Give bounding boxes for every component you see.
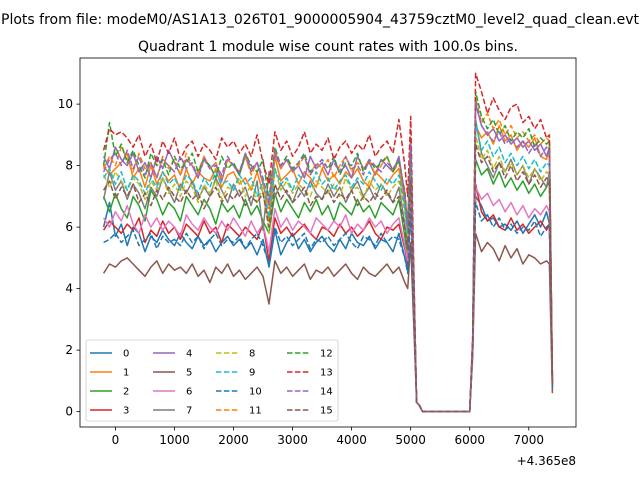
x-offset-label: +4.365e8: [517, 454, 576, 468]
y-tick-label: 8: [65, 159, 73, 173]
legend-label-2: 2: [123, 387, 129, 398]
legend-label-5: 5: [186, 368, 192, 379]
y-tick-label: 6: [65, 220, 73, 234]
legend-label-8: 8: [249, 349, 255, 360]
series-line-3: [102, 183, 554, 413]
legend-label-9: 9: [249, 368, 255, 379]
x-tick-label: 4000: [336, 433, 367, 447]
x-tick-label: 7000: [513, 433, 544, 447]
series-line-9: [102, 121, 554, 413]
figure-suptitle: Plots from file: modeM0/AS1A13_026T01_90…: [1, 12, 639, 28]
y-tick-label: 4: [65, 282, 73, 296]
x-tick-label: 5000: [395, 433, 426, 447]
y-tick-label: 2: [65, 343, 73, 357]
y-tick-label: 10: [58, 97, 73, 111]
legend-label-0: 0: [123, 349, 129, 360]
series-line-15: [102, 143, 554, 413]
series-line-13: [102, 72, 554, 413]
x-tick-label: 2000: [218, 433, 249, 447]
series-line-6: [102, 186, 554, 413]
legend-label-12: 12: [320, 349, 333, 360]
legend-label-4: 4: [186, 349, 192, 360]
chart-title: Quadrant 1 module wise count rates with …: [138, 39, 518, 55]
legend-label-10: 10: [249, 387, 262, 398]
legend-label-15: 15: [320, 406, 333, 417]
legend-label-3: 3: [123, 406, 129, 417]
series-line-14: [102, 100, 554, 413]
x-tick-label: 0: [112, 433, 120, 447]
plot-frame: [79, 57, 577, 428]
legend-label-11: 11: [249, 406, 262, 417]
series-line-10: [103, 201, 554, 413]
legend-box: [85, 339, 339, 422]
x-tick-label: 1000: [159, 433, 190, 447]
legend-label-13: 13: [320, 368, 333, 379]
y-tick-label: 0: [65, 405, 73, 419]
series-layer: [102, 72, 554, 413]
legend-label-7: 7: [186, 406, 192, 417]
series-line-8: [102, 134, 554, 413]
series-line-12: [102, 91, 554, 413]
x-tick-label: 6000: [454, 433, 485, 447]
series-line-2: [102, 158, 554, 413]
legend-label-1: 1: [123, 368, 129, 379]
series-line-5: [102, 232, 554, 413]
legend-label-6: 6: [186, 387, 192, 398]
x-tick-label: 3000: [277, 433, 308, 447]
legend-label-14: 14: [320, 387, 333, 398]
